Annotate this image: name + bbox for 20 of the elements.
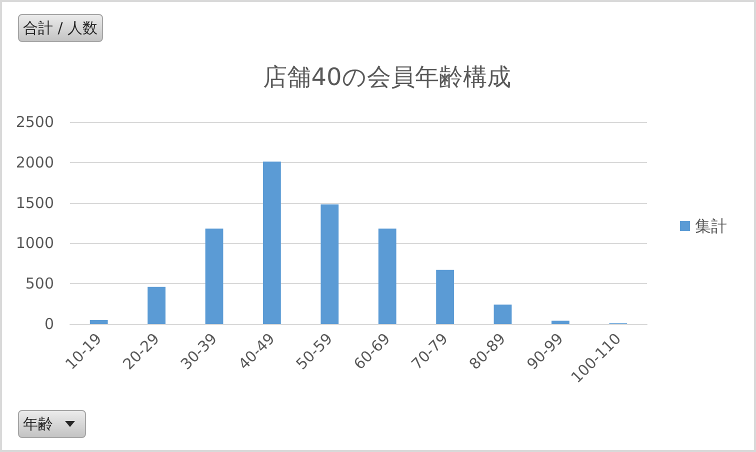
x-axis-title: 年齢 bbox=[23, 414, 53, 434]
y-tick-label: 2000 bbox=[16, 153, 54, 172]
bar bbox=[320, 204, 339, 324]
bar bbox=[436, 270, 454, 324]
y-tick-label: 500 bbox=[25, 274, 54, 293]
field-button: 年齢 bbox=[18, 410, 86, 438]
y-tick-label: 1000 bbox=[16, 234, 54, 252]
y-tick-label: 1500 bbox=[16, 194, 54, 212]
bar bbox=[148, 286, 166, 324]
chart-title: 店舗40の会員年齢構成 bbox=[263, 63, 511, 91]
bar bbox=[90, 320, 108, 324]
bar bbox=[494, 304, 512, 324]
bar bbox=[263, 162, 281, 324]
bar bbox=[378, 228, 396, 324]
bar bbox=[552, 320, 570, 324]
y-tick-label: 0 bbox=[44, 315, 54, 333]
bar bbox=[205, 228, 224, 324]
legend-label: 集計 bbox=[695, 216, 727, 236]
field-button: 合計 / 人数 bbox=[18, 14, 103, 42]
y-tick-label: 2500 bbox=[16, 113, 54, 131]
